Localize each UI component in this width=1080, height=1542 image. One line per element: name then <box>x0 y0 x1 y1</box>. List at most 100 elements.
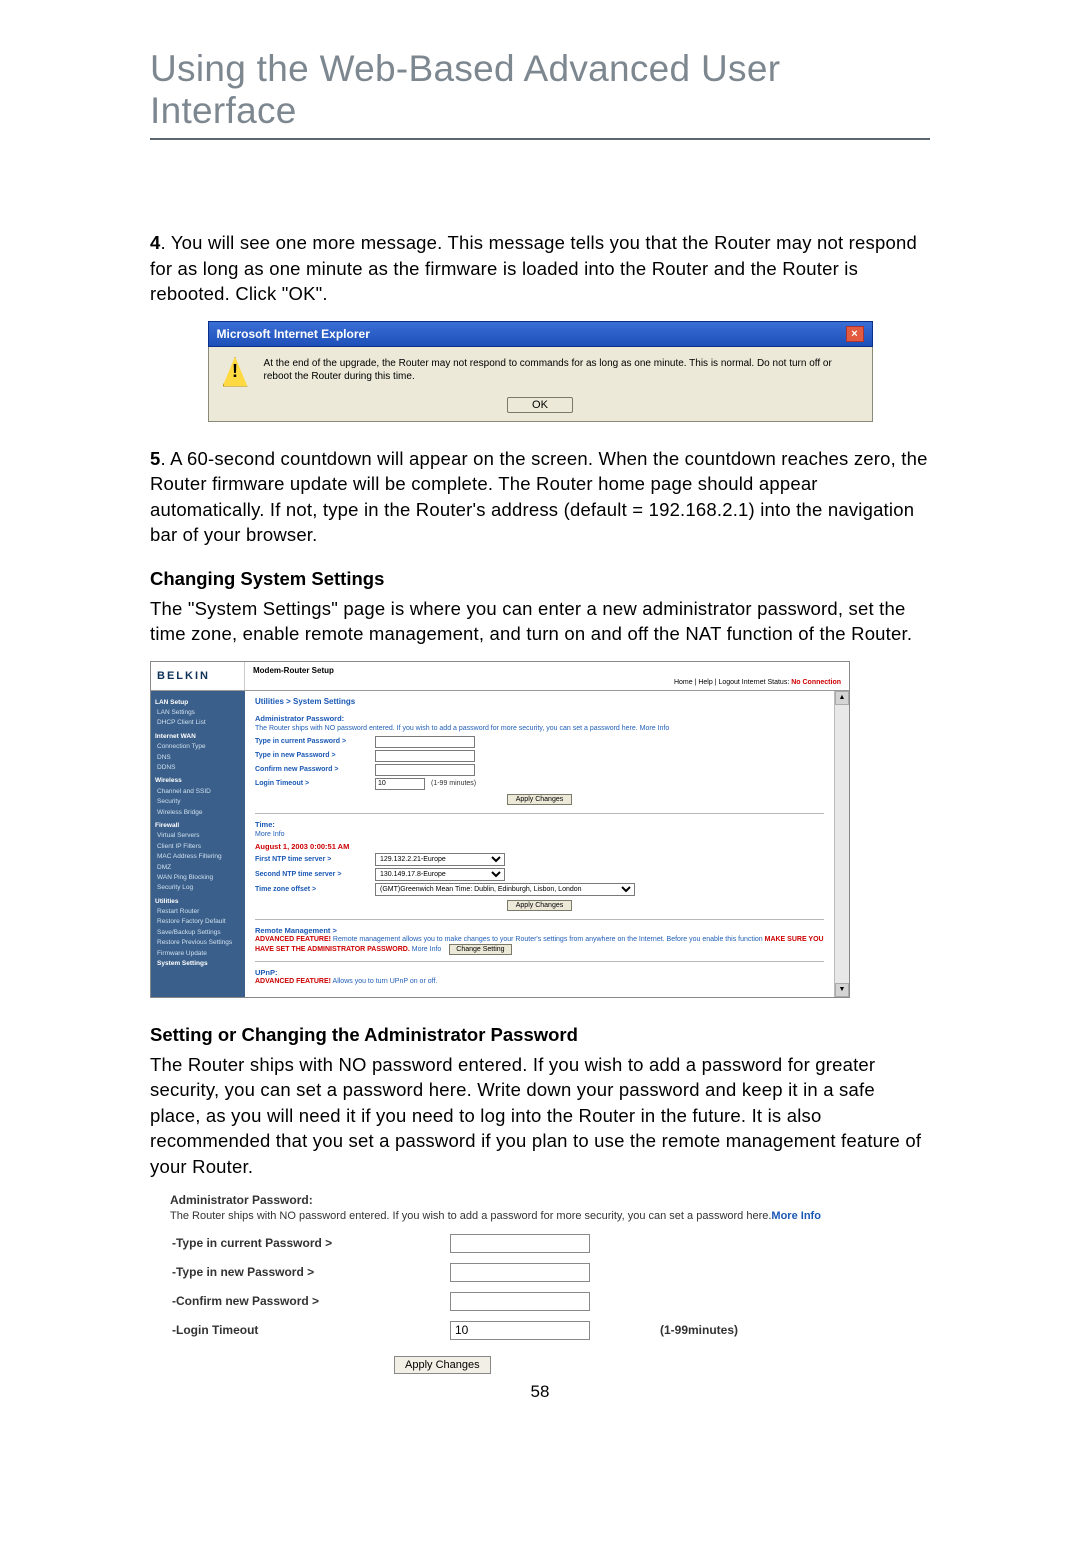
apply-changes-button[interactable]: Apply Changes <box>507 794 572 805</box>
sidebar-item[interactable]: DNS <box>155 753 241 763</box>
sidebar-item[interactable]: DHCP Client List <box>155 718 241 728</box>
dialog-body: ! At the end of the upgrade, the Router … <box>208 347 873 422</box>
timeout-hint: (1-99 minutes) <box>431 780 476 787</box>
sidebar-group: Firewall <box>155 821 241 831</box>
ok-button[interactable]: OK <box>507 397 573 413</box>
change-setting-button[interactable]: Change Setting <box>449 944 511 955</box>
upnp-adv: ADVANCED FEATURE! <box>255 978 331 985</box>
admin-pw-body: The Router ships with NO password entere… <box>150 1052 930 1180</box>
sidebar-group: LAN Setup <box>155 698 241 708</box>
sidebar-item[interactable]: System Settings <box>155 959 241 969</box>
timeout-input[interactable] <box>375 778 425 790</box>
time-title: Time: <box>255 820 824 829</box>
pw-lbl-timeout: -Login Timeout <box>170 1323 450 1337</box>
sidebar-item[interactable]: DMZ <box>155 863 241 873</box>
ie-dialog: Microsoft Internet Explorer × ! At the e… <box>208 321 873 422</box>
scroll-down-icon[interactable]: ▼ <box>835 983 849 997</box>
close-icon[interactable]: × <box>846 326 864 342</box>
admin-pw-desc: The Router ships with NO password entere… <box>255 725 824 732</box>
pw-lbl-confirm: -Confirm new Password > <box>170 1294 450 1308</box>
sidebar-item[interactable]: Virtual Servers <box>155 831 241 841</box>
confirm-pw-input[interactable] <box>375 764 475 776</box>
sidebar-group: Wireless <box>155 776 241 786</box>
sidebar-item[interactable]: Restore Previous Settings <box>155 938 241 948</box>
step4-para: 4. You will see one more message. This m… <box>150 230 930 307</box>
ntp2-select[interactable]: 130.149.17.8-Europe <box>375 868 505 881</box>
scroll-up-icon[interactable]: ▲ <box>835 691 849 705</box>
sidebar-item[interactable]: Client IP Filters <box>155 842 241 852</box>
step4-text: . You will see one more message. This me… <box>150 232 917 304</box>
sidebar-group: Internet WAN <box>155 732 241 742</box>
sidebar-item[interactable]: Channel and SSID <box>155 787 241 797</box>
sidebar-item[interactable]: Restore Factory Default <box>155 917 241 927</box>
pw-timeout-input[interactable] <box>450 1321 590 1340</box>
remote-desc-text: Remote management allows you to make cha… <box>333 936 765 943</box>
pw-current-input[interactable] <box>450 1234 590 1253</box>
sidebar-item[interactable]: DDNS <box>155 763 241 773</box>
upnp-desc: ADVANCED FEATURE! Allows you to turn UPn… <box>255 977 824 986</box>
lbl-ntp1: First NTP time server > <box>255 856 375 863</box>
changing-settings-heading: Changing System Settings <box>150 568 930 590</box>
time-more[interactable]: More Info <box>255 831 285 838</box>
changing-settings-body: The "System Settings" page is where you … <box>150 596 930 647</box>
lbl-new-pw: Type in new Password > <box>255 752 375 759</box>
router-main: Utilities > System Settings Administrato… <box>245 691 834 997</box>
more-info-link[interactable]: More Info <box>771 1210 821 1222</box>
pwform-desc: The Router ships with NO password entere… <box>170 1209 900 1224</box>
page-title: Using the Web-Based Advanced User Interf… <box>150 48 930 140</box>
pw-new-input[interactable] <box>450 1263 590 1282</box>
remote-more[interactable]: More Info <box>412 946 442 953</box>
sidebar-item[interactable]: Save/Backup Settings <box>155 928 241 938</box>
password-form: Administrator Password: The Router ships… <box>170 1193 900 1374</box>
apply-time-button[interactable]: Apply Changes <box>507 900 572 911</box>
lbl-confirm-pw: Confirm new Password > <box>255 766 375 773</box>
internet-status: No Connection <box>791 679 841 686</box>
dialog-message: At the end of the upgrade, the Router ma… <box>264 357 858 384</box>
sidebar-item[interactable]: Security Log <box>155 883 241 893</box>
page-number: 58 <box>150 1382 930 1402</box>
sidebar-item[interactable]: Wireless Bridge <box>155 808 241 818</box>
step5-num: 5 <box>150 448 161 469</box>
tz-select[interactable]: (GMT)Greenwich Mean Time: Dublin, Edinbu… <box>375 883 635 896</box>
admin-pw-title: Administrator Password: <box>255 714 824 723</box>
lbl-current-pw: Type in current Password > <box>255 738 375 745</box>
pwform-title: Administrator Password: <box>170 1193 900 1207</box>
dialog-titlebar: Microsoft Internet Explorer × <box>208 321 873 347</box>
ntp1-select[interactable]: 129.132.2.21-Europe <box>375 853 505 866</box>
router-links-text[interactable]: Home | Help | Logout Internet Status: <box>674 679 789 686</box>
pw-lbl-new: -Type in new Password > <box>170 1265 450 1279</box>
breadcrumb: Utilities > System Settings <box>255 697 824 706</box>
time-date: August 1, 2003 0:00:51 AM <box>255 842 824 851</box>
sidebar-item[interactable]: Connection Type <box>155 742 241 752</box>
lbl-ntp2: Second NTP time server > <box>255 871 375 878</box>
sidebar-item[interactable]: Restart Router <box>155 907 241 917</box>
remote-mgmt-title: Remote Management > <box>255 926 824 935</box>
sidebar-item[interactable]: LAN Settings <box>155 708 241 718</box>
lbl-timeout: Login Timeout > <box>255 780 375 787</box>
admin-pw-heading: Setting or Changing the Administrator Pa… <box>150 1024 930 1046</box>
lbl-tz: Time zone offset > <box>255 886 375 893</box>
router-admin-screenshot: BELKIN Modem-Router Setup Home | Help | … <box>150 661 850 998</box>
pwform-desc-text: The Router ships with NO password entere… <box>170 1210 771 1222</box>
warning-icon: ! <box>223 357 248 387</box>
router-setup-title: Modem-Router Setup <box>253 666 841 675</box>
router-header-links: Home | Help | Logout Internet Status: No… <box>253 679 841 686</box>
upnp-desc-text: Allows you to turn UPnP on or off. <box>333 978 438 985</box>
step5-text: . A 60-second countdown will appear on t… <box>150 448 928 546</box>
sidebar-item[interactable]: MAC Address Filtering <box>155 852 241 862</box>
pw-apply-button[interactable]: Apply Changes <box>394 1356 491 1374</box>
step5-para: 5. A 60-second countdown will appear on … <box>150 446 930 548</box>
router-sidebar: LAN SetupLAN SettingsDHCP Client List Int… <box>151 691 245 997</box>
current-pw-input[interactable] <box>375 736 475 748</box>
remote-mgmt-desc: ADVANCED FEATURE! Remote management allo… <box>255 935 824 955</box>
upnp-title: UPnP: <box>255 968 824 977</box>
new-pw-input[interactable] <box>375 750 475 762</box>
sidebar-item[interactable]: WAN Ping Blocking <box>155 873 241 883</box>
dialog-title-text: Microsoft Internet Explorer <box>217 327 370 341</box>
pw-confirm-input[interactable] <box>450 1292 590 1311</box>
sidebar-item[interactable]: Firmware Update <box>155 949 241 959</box>
step4-num: 4 <box>150 232 161 253</box>
scrollbar[interactable]: ▲ ▼ <box>834 691 849 997</box>
sidebar-item[interactable]: Security <box>155 797 241 807</box>
pw-lbl-current: -Type in current Password > <box>170 1236 450 1250</box>
